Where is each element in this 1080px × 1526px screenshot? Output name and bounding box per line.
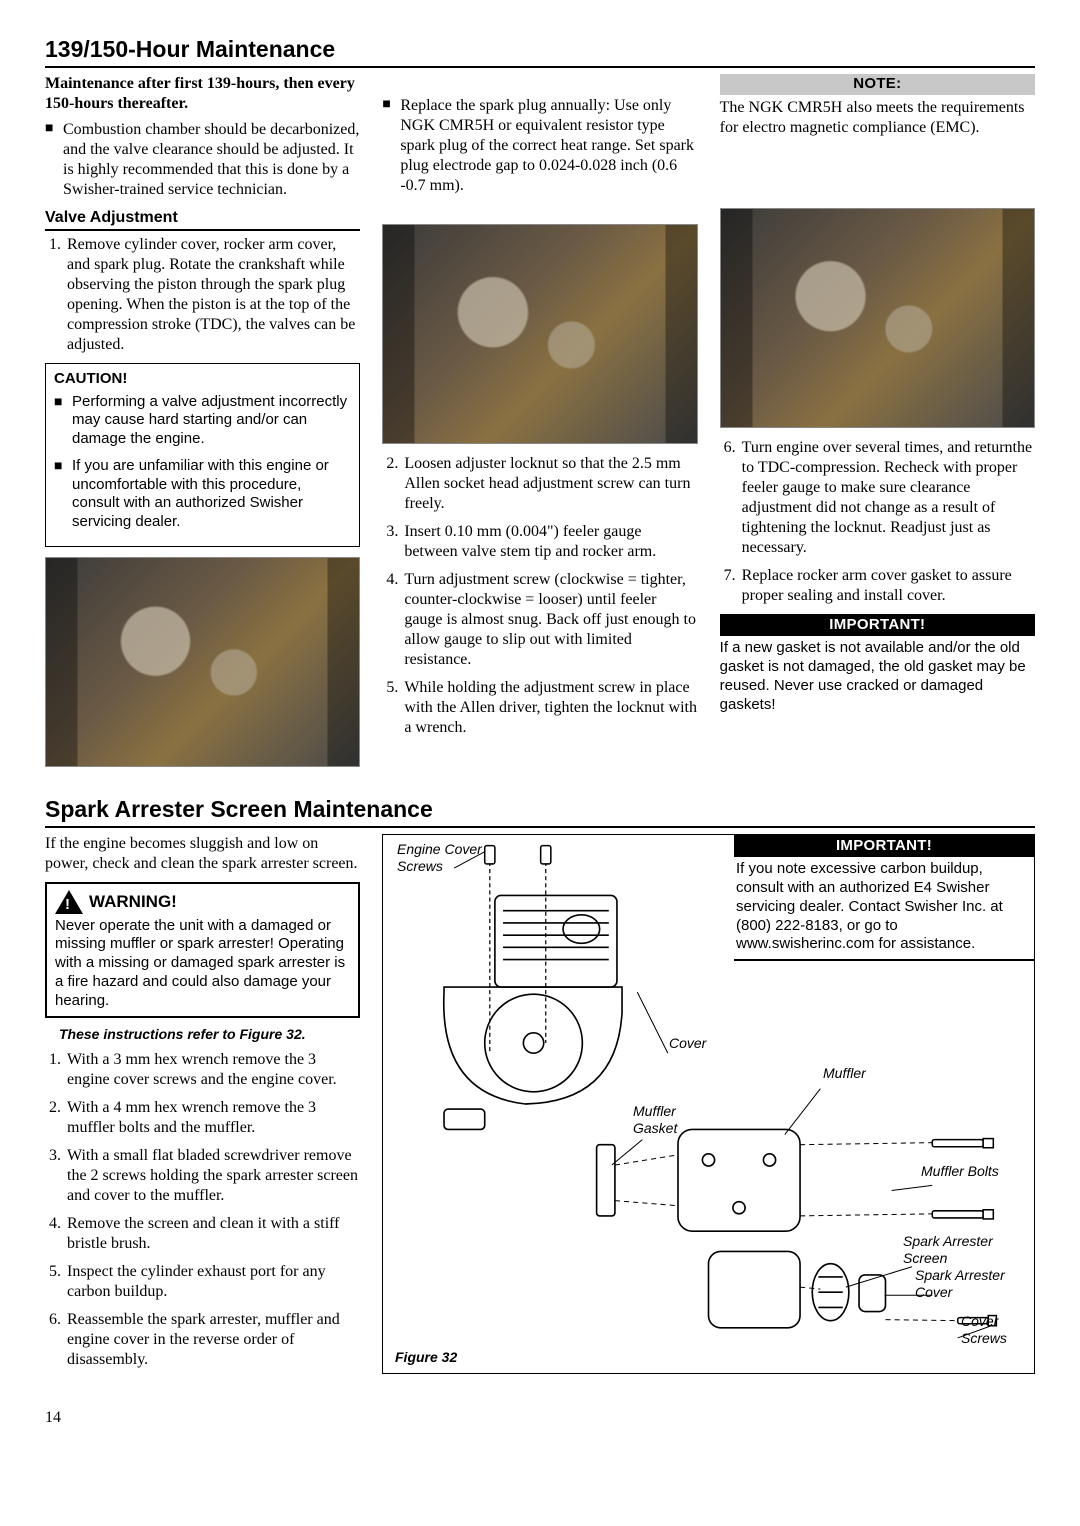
- list-item: Turn adjustment screw (clockwise = tight…: [402, 570, 697, 670]
- section1-subheading: Maintenance after first 139-hours, then …: [45, 74, 360, 114]
- section1-col2-bullets: Replace the spark plug annually: Use onl…: [382, 96, 697, 196]
- list-item: Loosen adjuster locknut so that the 2.5 …: [402, 454, 697, 514]
- bullet-item: Replace the spark plug annually: Use onl…: [382, 96, 697, 196]
- figure-reference: These instructions refer to Figure 32.: [59, 1026, 360, 1044]
- figure-32-label: Figure 32: [395, 1349, 457, 1367]
- warning-icon: [55, 890, 83, 914]
- list-item: Remove cylinder cover, rocker arm cover,…: [65, 235, 360, 355]
- list-item: With a 3 mm hex wrench remove the 3 engi…: [65, 1050, 360, 1090]
- figure-32-diagram: IMPORTANT! If you note excessive carbon …: [382, 834, 1035, 1374]
- list-item: Replace rocker arm cover gasket to assur…: [740, 566, 1035, 606]
- warning-label: WARNING!: [89, 891, 177, 912]
- section2-intro: If the engine becomes sluggish and low o…: [45, 834, 360, 874]
- label-muffler-bolts: Muffler Bolts: [921, 1163, 999, 1181]
- important-text-1: If a new gasket is not available and/or …: [720, 639, 1035, 714]
- valve-adjustment-title: Valve Adjustment: [45, 208, 360, 231]
- valve-photo-2: [382, 224, 697, 444]
- warning-text: Never operate the unit with a damaged or…: [55, 917, 350, 1011]
- label-muffler-gasket: Muffler Gasket: [633, 1103, 677, 1138]
- page-number: 14: [45, 1408, 1035, 1428]
- list-item: With a 4 mm hex wrench remove the 3 muff…: [65, 1098, 360, 1138]
- section1-title: 139/150-Hour Maintenance: [45, 35, 1035, 68]
- section1-col1-bullets: Combustion chamber should be decarbonize…: [45, 120, 360, 200]
- list-item: Turn engine over several times, and retu…: [740, 438, 1035, 558]
- valve-photo-1: [45, 557, 360, 767]
- label-cover: Cover: [669, 1035, 706, 1053]
- caution-item: If you are unfamiliar with this engine o…: [54, 457, 351, 532]
- valve-step-list-3: Turn engine over several times, and retu…: [720, 438, 1035, 606]
- label-spark-arrester-cover: Spark Arrester Cover: [915, 1267, 1005, 1302]
- label-muffler: Muffler: [823, 1065, 866, 1083]
- valve-photo-3: [720, 208, 1035, 428]
- list-item: With a small flat bladed screwdriver rem…: [65, 1146, 360, 1206]
- important-bar-1: IMPORTANT!: [720, 614, 1035, 637]
- list-item: Insert 0.10 mm (0.004") feeler gauge bet…: [402, 522, 697, 562]
- note-bar: NOTE:: [720, 74, 1035, 95]
- list-item: Remove the screen and clean it with a st…: [65, 1214, 360, 1254]
- valve-step-list-1: Remove cylinder cover, rocker arm cover,…: [45, 235, 360, 355]
- list-item: While holding the adjustment screw in pl…: [402, 678, 697, 738]
- label-cover-screws: Cover Screws: [961, 1313, 1007, 1348]
- caution-item: Performing a valve adjustment incorrectl…: [54, 393, 351, 449]
- valve-step-list-2: Loosen adjuster locknut so that the 2.5 …: [382, 454, 697, 738]
- caution-box: CAUTION! Performing a valve adjustment i…: [45, 363, 360, 547]
- caution-label: CAUTION!: [54, 370, 351, 389]
- label-spark-arrester-screen: Spark Arrester Screen: [903, 1233, 993, 1268]
- bullet-item: Combustion chamber should be decarbonize…: [45, 120, 360, 200]
- warning-box: WARNING! Never operate the unit with a d…: [45, 882, 360, 1019]
- note-text: The NGK CMR5H also meets the requirement…: [720, 98, 1035, 138]
- list-item: Inspect the cylinder exhaust port for an…: [65, 1262, 360, 1302]
- spark-arrester-steps: With a 3 mm hex wrench remove the 3 engi…: [45, 1050, 360, 1370]
- label-engine-cover-screws: Engine Cover Screws: [397, 841, 482, 876]
- section2-title: Spark Arrester Screen Maintenance: [45, 795, 1035, 828]
- list-item: Reassemble the spark arrester, muffler a…: [65, 1310, 360, 1370]
